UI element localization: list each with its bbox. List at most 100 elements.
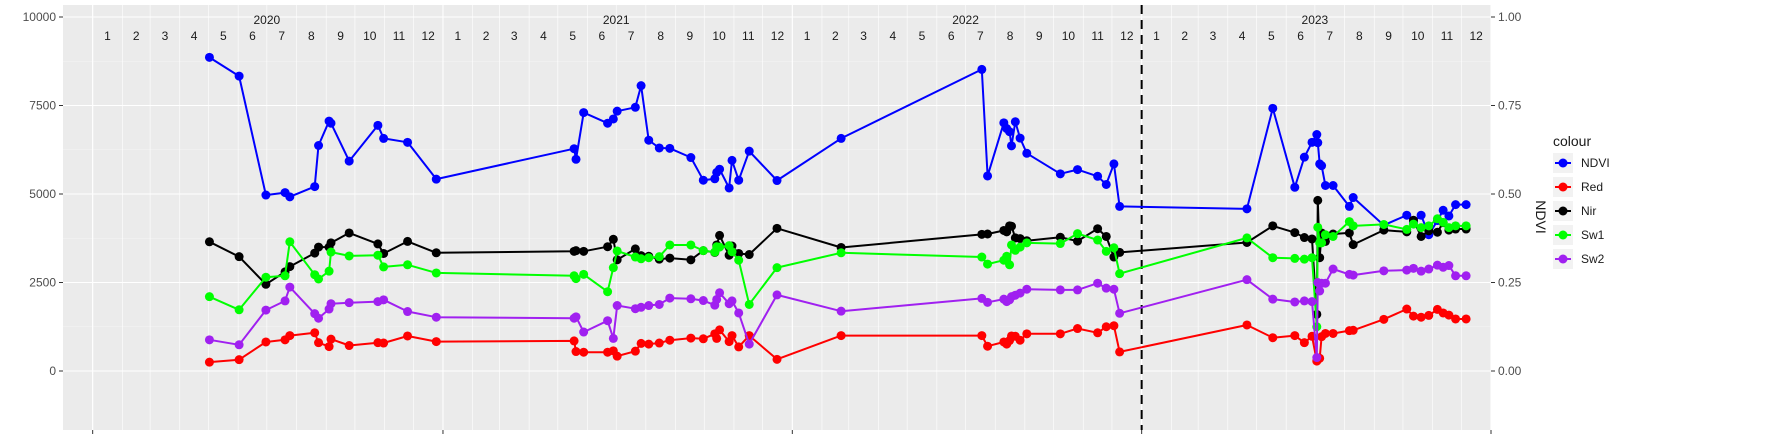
legend[interactable]: colour NDVI Red Nir Sw1 Sw2	[1553, 133, 1610, 269]
data-point-sw1	[324, 266, 334, 276]
data-point-nir	[204, 237, 214, 247]
data-point-sw2	[1348, 270, 1358, 280]
month-label: 10	[1062, 29, 1076, 43]
data-point-nir	[1348, 240, 1358, 250]
month-label: 11	[1441, 29, 1454, 43]
month-label: 12	[1469, 29, 1483, 43]
month-label: 8	[1356, 29, 1363, 43]
right-axis: 0.00 0.25 0.50 0.75 1.00	[1491, 10, 1522, 378]
data-point-red	[1379, 314, 1389, 324]
data-point-ndvi	[1328, 181, 1338, 191]
month-label: 8	[657, 29, 664, 43]
data-point-sw2	[1290, 297, 1300, 307]
data-point-sw1	[1313, 222, 1323, 232]
data-point-ndvi	[1006, 141, 1016, 151]
data-point-red	[204, 357, 214, 367]
data-point-red	[630, 346, 640, 356]
data-point-nir	[1290, 228, 1300, 238]
data-point-red	[310, 328, 320, 338]
data-point-nir	[1299, 233, 1309, 243]
data-point-sw2	[1015, 288, 1025, 298]
legend-item-red[interactable]: Red	[1553, 177, 1603, 197]
data-point-nir	[630, 244, 640, 254]
data-point-sw1	[579, 269, 589, 279]
data-point-sw1	[1402, 224, 1412, 234]
data-point-sw1	[1005, 260, 1015, 270]
data-point-red	[1073, 324, 1083, 334]
series-layer	[204, 52, 1471, 367]
data-point-ndvi	[1348, 193, 1358, 203]
series-sw2	[204, 260, 1471, 363]
legend-label: Nir	[1581, 204, 1596, 218]
month-label: 11	[742, 29, 755, 43]
month-label: 6	[1297, 29, 1304, 43]
legend-item-sw1[interactable]: Sw1	[1553, 225, 1605, 245]
data-point-sw1	[379, 262, 389, 272]
month-label: 3	[162, 29, 169, 43]
data-point-sw1	[403, 260, 413, 270]
data-point-ndvi	[1444, 211, 1454, 221]
data-point-sw2	[1444, 261, 1454, 271]
data-point-sw2	[379, 295, 389, 305]
data-point-sw1	[326, 247, 336, 257]
data-point-sw1	[1073, 229, 1083, 239]
data-point-red	[261, 337, 271, 347]
data-point-red	[727, 331, 737, 341]
data-point-red	[1416, 312, 1426, 322]
data-point-nir	[373, 239, 383, 249]
data-point-sw2	[344, 298, 354, 308]
data-point-ndvi	[326, 118, 336, 128]
data-point-sw1	[654, 252, 664, 262]
data-point-sw2	[204, 335, 214, 345]
data-point-red	[285, 331, 295, 341]
right-tick-label: 0.75	[1498, 99, 1522, 113]
data-point-ndvi	[1015, 133, 1025, 143]
data-point-sw2	[665, 293, 675, 303]
right-axis-title: NDVI	[1533, 200, 1549, 233]
grid-major	[63, 5, 1492, 430]
data-point-sw1	[1451, 221, 1461, 231]
data-point-ndvi	[204, 52, 214, 62]
month-label: 6	[249, 29, 256, 43]
legend-item-sw2[interactable]: Sw2	[1553, 249, 1605, 269]
month-label: 5	[1268, 29, 1275, 43]
month-label: 7	[628, 29, 635, 43]
data-point-nir	[344, 228, 354, 238]
legend-item-ndvi[interactable]: NDVI	[1553, 153, 1610, 173]
data-point-sw1	[285, 237, 295, 247]
data-point-sw2	[727, 296, 737, 306]
month-label: 3	[860, 29, 867, 43]
data-point-ndvi	[1312, 130, 1322, 140]
data-point-sw1	[234, 305, 244, 315]
data-point-ndvi	[1320, 181, 1330, 191]
left-tick-label: 5000	[29, 187, 56, 201]
data-point-ndvi	[977, 64, 987, 74]
data-point-ndvi	[285, 192, 295, 202]
data-point-nir	[1268, 221, 1278, 231]
month-label: 1	[104, 29, 111, 43]
data-point-ndvi	[579, 108, 589, 118]
data-point-sw1	[280, 271, 290, 281]
data-point-red	[636, 338, 646, 348]
data-point-red	[686, 333, 696, 343]
data-point-ndvi	[1242, 204, 1252, 214]
data-point-ndvi	[373, 120, 383, 130]
data-point-sw2	[712, 294, 722, 304]
data-point-sw1	[1424, 221, 1434, 231]
data-point-red	[734, 342, 744, 352]
data-point-sw2	[836, 306, 846, 316]
month-label: 2	[483, 29, 490, 43]
year-label: 2020	[254, 13, 281, 27]
left-axis: 0 2500 5000 7500 10000	[23, 10, 63, 378]
legend-item-nir[interactable]: Nir	[1553, 201, 1596, 221]
month-label: 7	[278, 29, 285, 43]
data-point-sw1	[636, 254, 646, 264]
month-label: 4	[889, 29, 896, 43]
data-point-nir	[608, 234, 618, 244]
legend-title: colour	[1553, 133, 1591, 149]
month-label: 11	[1091, 29, 1104, 43]
data-point-ndvi	[630, 102, 640, 112]
data-point-sw1	[204, 292, 214, 302]
data-point-sw1	[715, 242, 725, 252]
month-label: 8	[1007, 29, 1014, 43]
